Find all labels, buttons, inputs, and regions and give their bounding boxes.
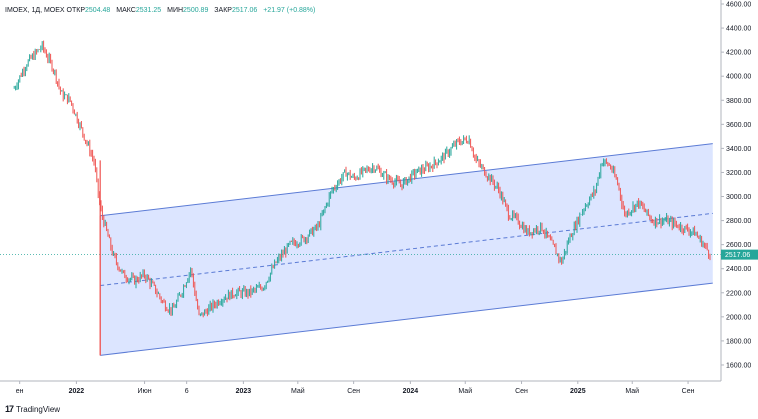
y-tick-label: 3600.00 [726, 122, 751, 129]
x-axis-ticks[interactable]: ен 2022 Июн 6 2023 Май Сен 2024 Май Сен 2025 Май Сен [16, 381, 695, 395]
y-tick-label: 4200.00 [726, 50, 751, 57]
y-tick-label: 2400.00 [726, 266, 751, 273]
x-tick-label: Июн [137, 388, 151, 395]
y-axis-ticks[interactable]: 4600.00 4400.00 4200.00 4000.00 3800.00 3600.… [721, 2, 751, 370]
x-tick-label: ен [16, 388, 24, 395]
x-tick-label: 2024 [403, 388, 419, 395]
x-tick-label: Май [458, 387, 472, 395]
x-tick-label: 6 [185, 388, 189, 395]
last-price-label: 2517.06 [725, 252, 750, 259]
y-tick-label: 4400.00 [726, 26, 751, 33]
open-label: ОТКР [66, 7, 86, 14]
y-tick-label: 3000.00 [726, 194, 751, 201]
channel-middle-line[interactable] [100, 212, 713, 287]
symbol-name[interactable]: IMOEX, 1Д, MOEX [5, 7, 65, 14]
tradingview-logo-icon: 17 [5, 404, 14, 414]
y-tick-label: 2600.00 [726, 242, 751, 249]
y-tick-label: 3800.00 [726, 98, 751, 105]
y-tick-label: 2800.00 [726, 218, 751, 225]
tradingview-brand-label: TradingView [16, 404, 61, 414]
last-price-badge-bg [721, 249, 758, 260]
change-value: +21.97 (+0.88%) [263, 7, 316, 14]
price-bars [13, 40, 711, 356]
x-tick-label: Май [625, 387, 639, 395]
low-label: МИН [167, 7, 184, 14]
x-tick-label: 2023 [236, 388, 252, 395]
high-label: МАКС [116, 7, 136, 14]
y-tick-label: 3400.00 [726, 146, 751, 153]
channel-lower-line[interactable] [100, 282, 713, 356]
channel-group [99, 143, 713, 356]
y-tick-label: 1600.00 [726, 362, 751, 369]
tradingview-brand[interactable]: 17 TradingView [5, 404, 60, 414]
y-tick-label: 4600.00 [726, 2, 751, 9]
x-tick-label: Май [291, 387, 305, 395]
x-tick-label: Сен [347, 388, 360, 395]
y-tick-label: 1800.00 [726, 338, 751, 345]
low-value: 2500.89 [183, 7, 209, 14]
open-value: 2504.48 [85, 7, 111, 14]
x-tick-label: 2022 [69, 388, 85, 395]
last-price-badge: 2517.06 [721, 249, 758, 260]
y-tick-label: 2200.00 [726, 290, 751, 297]
x-tick-label: Сен [682, 388, 695, 395]
y-tick-label: 3200.00 [726, 170, 751, 177]
close-label: ЗАКР [214, 7, 232, 14]
high-value: 2531.25 [135, 7, 162, 14]
x-tick-label: Сен [515, 388, 528, 395]
symbol-legend: IMOEX, 1Д, MOEX ОТКР2504.48 МАКС2531.25 … [5, 7, 315, 14]
y-tick-label: 2000.00 [726, 314, 751, 321]
x-tick-label: 2025 [570, 388, 586, 395]
y-tick-label: 4000.00 [726, 74, 751, 81]
close-value: 2517.06 [231, 7, 258, 14]
